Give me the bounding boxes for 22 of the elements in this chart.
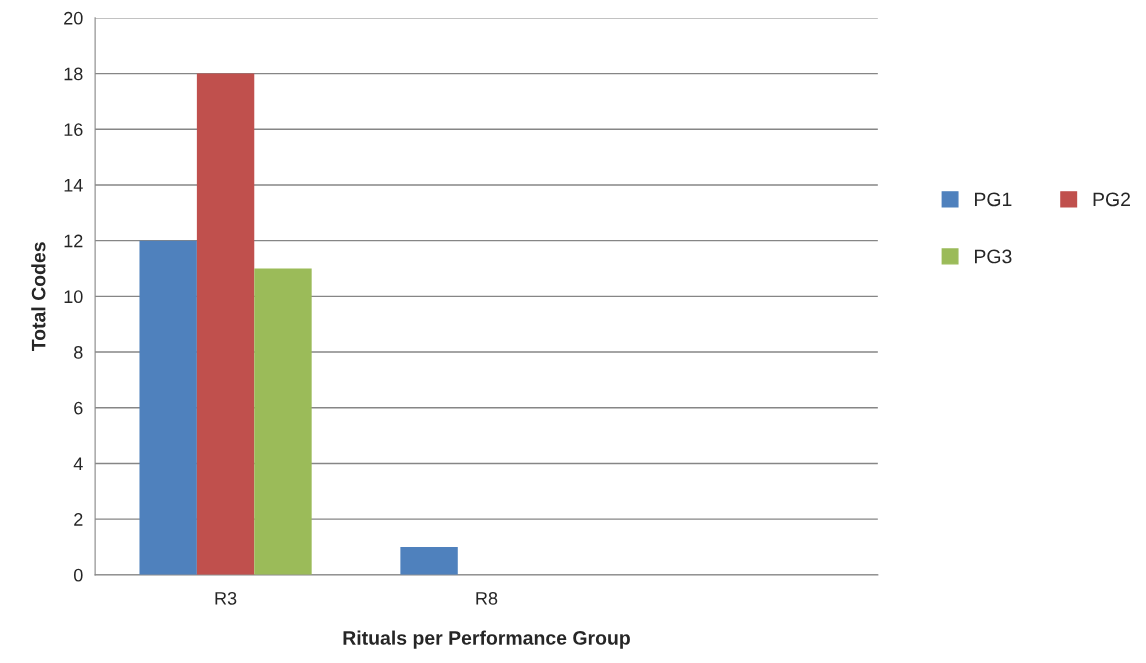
y-tick-label: 14 (64, 179, 83, 192)
y-axis-title: Total Codes (31, 242, 46, 352)
bar (196, 73, 255, 575)
y-tick-label: 0 (73, 568, 83, 582)
y-tick-label: 10 (64, 290, 83, 304)
y-tick-label: 4 (73, 457, 83, 470)
y-tick-label: 16 (64, 123, 83, 137)
y-tick-label: 12 (64, 234, 83, 248)
x-tick-label: R8 (476, 591, 498, 605)
bar (254, 268, 312, 575)
y-tick-label: 18 (64, 67, 83, 81)
y-tick-label: 2 (74, 513, 83, 526)
x-tick-label: R3 (215, 591, 237, 605)
legend-label: PG3 (975, 249, 1012, 264)
legend-label: PG1 (975, 192, 1012, 207)
y-tick-label: 6 (74, 401, 83, 415)
bar (400, 546, 458, 575)
bar (139, 240, 197, 575)
y-tick-label: 8 (74, 345, 83, 359)
x-axis-title: Rituals per Performance Group (343, 630, 630, 649)
legend-label: PG2 (1093, 192, 1130, 207)
y-tick-label: 20 (64, 11, 83, 25)
